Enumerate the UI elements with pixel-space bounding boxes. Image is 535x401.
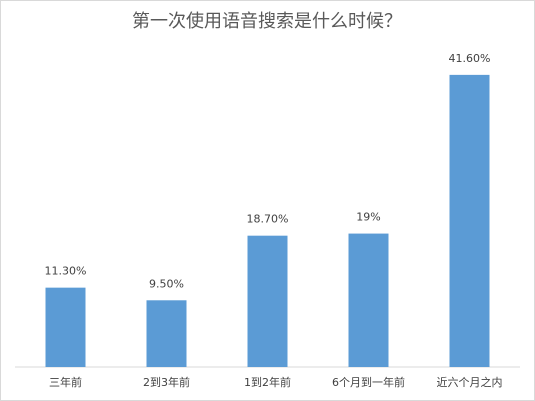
data-label: 9.50% bbox=[149, 277, 184, 290]
bar bbox=[348, 233, 389, 367]
x-tick-label: 三年前 bbox=[49, 375, 82, 389]
bar bbox=[247, 235, 288, 367]
data-label: 41.60% bbox=[449, 52, 491, 65]
data-label: 19% bbox=[356, 211, 380, 224]
bar bbox=[449, 74, 490, 368]
x-tick-label: 2到3年前 bbox=[143, 375, 190, 389]
chart-title: 第一次使用语音搜索是什么时候？ bbox=[132, 11, 402, 32]
x-tick-label: 6个月到一年前 bbox=[332, 375, 405, 389]
x-tick-label: 1到2年前 bbox=[244, 375, 291, 389]
data-label: 11.30% bbox=[45, 265, 87, 278]
bar bbox=[146, 300, 187, 367]
bar bbox=[45, 287, 86, 367]
x-tick-label: 近六个月之内 bbox=[437, 375, 503, 389]
data-label: 18.70% bbox=[247, 213, 289, 226]
